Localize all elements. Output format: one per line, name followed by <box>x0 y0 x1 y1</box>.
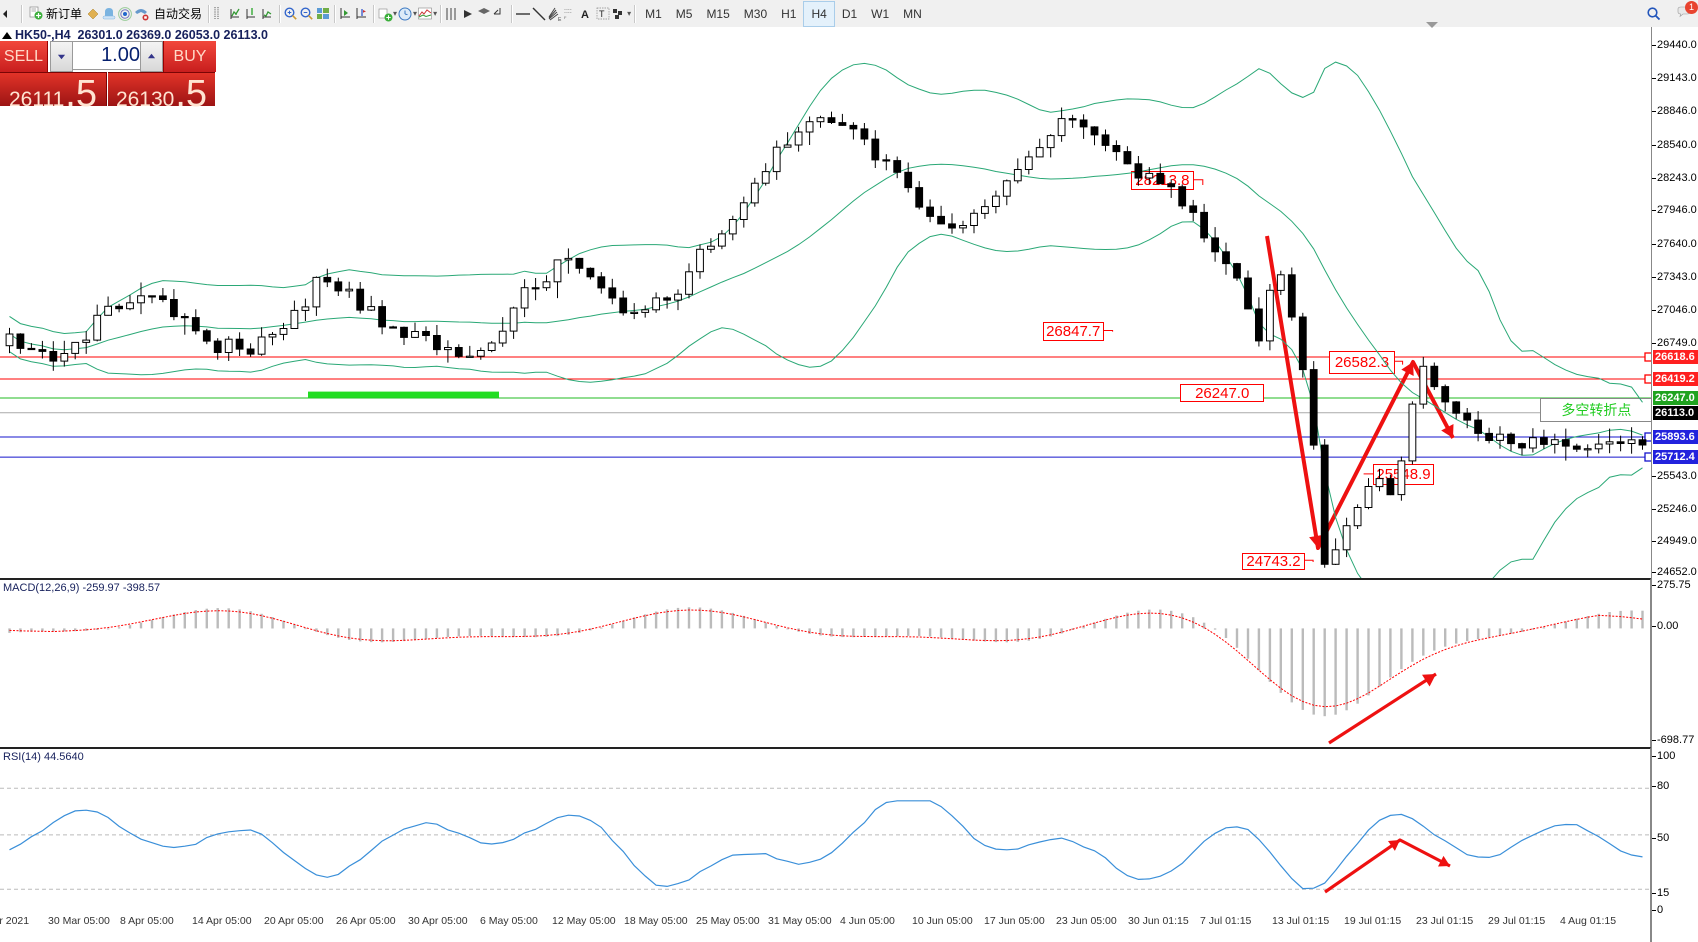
svg-text:::::: :::: <box>564 8 572 15</box>
svg-text:A: A <box>581 9 589 21</box>
svg-text:T: T <box>599 9 605 19</box>
svg-text:F: F <box>564 15 567 20</box>
svg-text:E: E <box>558 17 562 22</box>
